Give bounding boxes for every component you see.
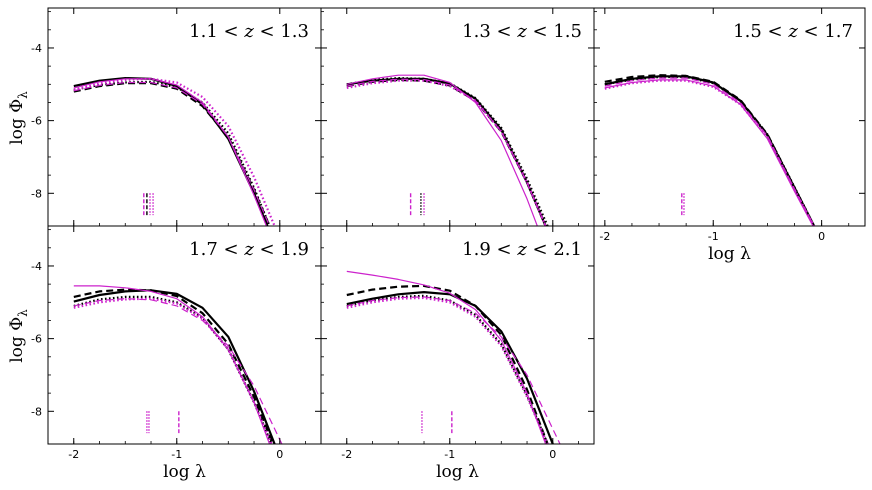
series-line-solid-black xyxy=(346,291,554,444)
x-tick-label: -2 xyxy=(341,448,352,461)
series-line-dotted-magenta xyxy=(346,79,547,226)
y-tick-label: -8 xyxy=(31,187,42,200)
panel-4: -4 -6 -8 -2 -1 0 log λ 1.7 < z < 1.9 xyxy=(31,225,322,482)
series-group xyxy=(604,74,816,226)
series-line-solid-black xyxy=(604,75,816,226)
series-line-dashed-black xyxy=(73,82,271,226)
series-line-solid-magenta xyxy=(604,79,814,226)
series-line-dashed-black xyxy=(346,78,547,226)
series-line-dashed-black xyxy=(604,74,816,226)
redshift-label: 1.1 < z < 1.3 xyxy=(189,21,309,42)
series-group xyxy=(73,285,283,444)
y-axis-label-bottom: log Φλ xyxy=(7,309,30,363)
panels-group: -4 -6 -8 1.1 < z < 1.3 1.3 < z < 1.5 -2 -1 0 log… xyxy=(31,7,866,482)
redshift-label: 1.9 < z < 2.1 xyxy=(462,239,582,260)
series-line-solid-magenta xyxy=(73,78,267,226)
y-tick-label: -6 xyxy=(31,115,42,128)
x-axis-label: log λ xyxy=(436,462,479,482)
redshift-label: 1.5 < z < 1.7 xyxy=(733,21,853,42)
series-line-dashed-magenta xyxy=(73,81,271,226)
y-tick-label: -4 xyxy=(31,42,42,55)
y-label-sub-bottom: λ xyxy=(16,309,30,317)
series-line-dashed-magenta xyxy=(346,296,561,444)
series-line-dotted-black xyxy=(604,75,816,226)
series-line-dashed-magenta xyxy=(346,78,547,226)
y-axis-label-top: log Φλ xyxy=(7,91,30,145)
series-line-dotted-black xyxy=(73,80,271,226)
series-line-dashed-black xyxy=(73,288,274,444)
panel-frame xyxy=(320,225,595,445)
x-tick-label: -2 xyxy=(599,230,610,243)
x-tick-label: 0 xyxy=(549,448,556,461)
x-tick-label: -1 xyxy=(171,448,182,461)
series-line-solid-magenta xyxy=(346,270,547,444)
x-tick-label: -1 xyxy=(444,448,455,461)
series-line-solid-black xyxy=(73,77,269,226)
y-label-text-top: log Φ xyxy=(7,99,27,145)
series-line-solid-black xyxy=(73,289,276,444)
series-group xyxy=(346,270,561,444)
y-tick-label: -6 xyxy=(31,333,42,346)
panel-5: -2 -1 0 log λ 1.9 < z < 2.1 xyxy=(320,225,595,482)
panel-2: 1.3 < z < 1.5 xyxy=(320,7,595,227)
y-label-sub-top: λ xyxy=(16,91,30,99)
series-line-solid-magenta xyxy=(346,74,538,226)
series-line-dashed-black xyxy=(346,284,549,444)
y-tick-label: -8 xyxy=(31,405,42,418)
series-line-solid-black xyxy=(346,77,547,226)
series-line-dotted-magenta xyxy=(604,79,816,226)
x-tick-label: -2 xyxy=(68,448,79,461)
redshift-label: 1.3 < z < 1.5 xyxy=(462,21,582,42)
series-group xyxy=(346,74,549,226)
series-line-dotted-black xyxy=(73,295,273,444)
x-tick-label: -1 xyxy=(708,230,719,243)
x-tick-label: 0 xyxy=(818,230,825,243)
y-label-text-bottom: log Φ xyxy=(7,317,27,363)
x-axis-label: log λ xyxy=(163,462,206,482)
series-line-dashed-magenta xyxy=(604,77,815,226)
y-tick-label: -4 xyxy=(31,260,42,273)
series-line-dotted-magenta xyxy=(346,296,549,444)
redshift-label: 1.7 < z < 1.9 xyxy=(189,239,309,260)
x-axis-label: log λ xyxy=(708,244,751,264)
series-line-dotted-magenta xyxy=(73,77,276,226)
series-line-dashed-magenta xyxy=(73,298,283,444)
series-line-dotted-black xyxy=(346,77,549,226)
series-group xyxy=(73,77,276,226)
panel-3: -2 -1 0 log λ 1.5 < z < 1.7 xyxy=(593,7,866,264)
panel-1: -4 -6 -8 1.1 < z < 1.3 xyxy=(31,7,322,227)
panel-frame xyxy=(593,7,866,227)
x-tick-label: 0 xyxy=(276,448,283,461)
series-line-dotted-magenta xyxy=(73,297,273,444)
